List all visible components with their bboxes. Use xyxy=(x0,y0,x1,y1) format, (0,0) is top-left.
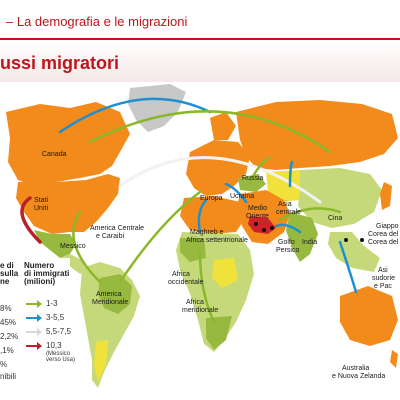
label-asia-centrale: Asia centrale xyxy=(276,201,301,216)
arrow-mexico-to-usa xyxy=(20,196,42,244)
label-golfo-persico: Golfo Persico xyxy=(276,239,299,254)
southern-africa-region xyxy=(206,316,232,350)
world-migration-map: Canada Stati Uniti Messico America Centra… xyxy=(0,82,400,400)
legend-left-title: e di sulla ne xyxy=(0,261,19,286)
city-dot xyxy=(344,238,348,242)
legend-arrow-white xyxy=(26,328,42,336)
legend-left-row: 2,2% xyxy=(0,332,19,341)
legend-arrow-green xyxy=(26,300,42,308)
label-medio-oriente: Medio Oriente xyxy=(246,205,269,220)
arrow-central-asia-to-russia xyxy=(288,160,294,188)
arrow-asia-to-gulf xyxy=(278,207,342,222)
ukraine-region xyxy=(238,174,266,192)
brazil-region xyxy=(98,274,132,314)
legend-right-column: Numero di immigrati (milioni) xyxy=(24,262,70,286)
central-africa-yellow xyxy=(212,258,238,288)
slide-title-bar: ussi migratori xyxy=(0,42,400,82)
migration-arrows xyxy=(20,97,358,324)
city-dot xyxy=(254,222,258,226)
label-europa: Europa xyxy=(200,195,223,202)
australia-region xyxy=(340,286,398,346)
north-africa-region xyxy=(180,196,244,234)
city-dots xyxy=(254,222,364,242)
legend-left-row: % xyxy=(0,360,8,369)
legend-left-row: 45% xyxy=(0,318,17,327)
legend-item-note: (Messico verso Usa) xyxy=(46,351,76,363)
arrow-asia-to-canada xyxy=(88,110,332,154)
gulf-region xyxy=(248,216,276,234)
legend-item-label: 5,5-7,5 xyxy=(46,327,71,336)
label-asia-sudorientale: Asi sudorie e Pac xyxy=(372,267,395,290)
southern-cone-region xyxy=(94,340,108,382)
header-rule xyxy=(0,38,400,40)
usa-region xyxy=(16,174,120,234)
label-america-centrale: America Centrale e Caraibi xyxy=(90,225,144,240)
label-india: India xyxy=(302,239,317,246)
legend-left-row: nibili xyxy=(0,372,17,381)
russia-region xyxy=(236,100,398,170)
new-zealand-region xyxy=(390,350,398,368)
legend-item-label: 10,3 xyxy=(46,341,62,350)
arrow-middle-east-to-europe xyxy=(224,182,248,204)
arrow-latam-to-europe xyxy=(118,190,202,284)
arrow-ukraine-to-russia xyxy=(248,156,272,184)
label-messico: Messico xyxy=(60,243,86,250)
japan-region xyxy=(380,182,392,210)
map-legend: e di sulla ne 8% 45% 2,2% ,1% % nibili N… xyxy=(0,258,75,400)
label-maghreb: Maghreb e Africa settentrionale xyxy=(186,229,248,244)
label-africa-meridionale: Africa meridionale xyxy=(182,299,218,314)
label-canada: Canada xyxy=(42,151,67,158)
legend-item-label: 3-5,5 xyxy=(46,313,65,322)
arrow-europe-to-americas xyxy=(58,97,212,134)
legend-left-row: ,1% xyxy=(0,346,14,355)
label-stati-uniti: Stati Uniti xyxy=(34,197,48,212)
mexico-region xyxy=(34,230,76,258)
europe-region xyxy=(186,140,250,196)
city-dot xyxy=(270,226,274,230)
map-svg: Canada Stati Uniti Messico America Centra… xyxy=(0,82,400,400)
middle-east-region xyxy=(236,190,290,244)
label-america-meridionale: America Meridionale xyxy=(92,291,128,306)
label-cina: Cina xyxy=(328,215,343,222)
label-australia: Australia e Nuova Zelanda xyxy=(332,365,385,380)
arrow-latam-to-usa xyxy=(72,210,102,284)
header-title: – La demografia e le migrazioni xyxy=(6,14,188,29)
arrow-asia-to-australia xyxy=(338,240,358,294)
city-dot xyxy=(360,238,364,242)
city-dot xyxy=(262,228,266,232)
label-giappone: Giappo Corea del Corea del xyxy=(368,223,399,246)
arrow-asia-to-usa xyxy=(118,156,322,204)
slide-header: – La demografia e le migrazioni xyxy=(0,0,400,40)
india-region xyxy=(286,212,318,262)
legend-arrow-red xyxy=(26,342,42,350)
arrow-south-asia-to-gulf xyxy=(274,223,302,234)
legend-right-title: Numero di immigrati (milioni) xyxy=(24,261,70,286)
label-ucraina: Ucraina xyxy=(230,193,254,200)
china-region xyxy=(298,168,382,228)
canada-region xyxy=(6,102,130,186)
legend-item-label: 1-3 xyxy=(46,299,58,308)
arrow-west-to-south-africa xyxy=(198,250,216,324)
scandinavia-region xyxy=(210,112,236,140)
label-russia: Russia xyxy=(242,175,264,182)
legend-arrow-blue xyxy=(26,314,42,322)
slide-title: ussi migratori xyxy=(0,53,120,73)
label-africa-occidentale: Africa occidentale xyxy=(168,271,204,286)
legend-left-row: 8% xyxy=(0,304,12,313)
arrow-africa-to-europe xyxy=(197,198,208,234)
